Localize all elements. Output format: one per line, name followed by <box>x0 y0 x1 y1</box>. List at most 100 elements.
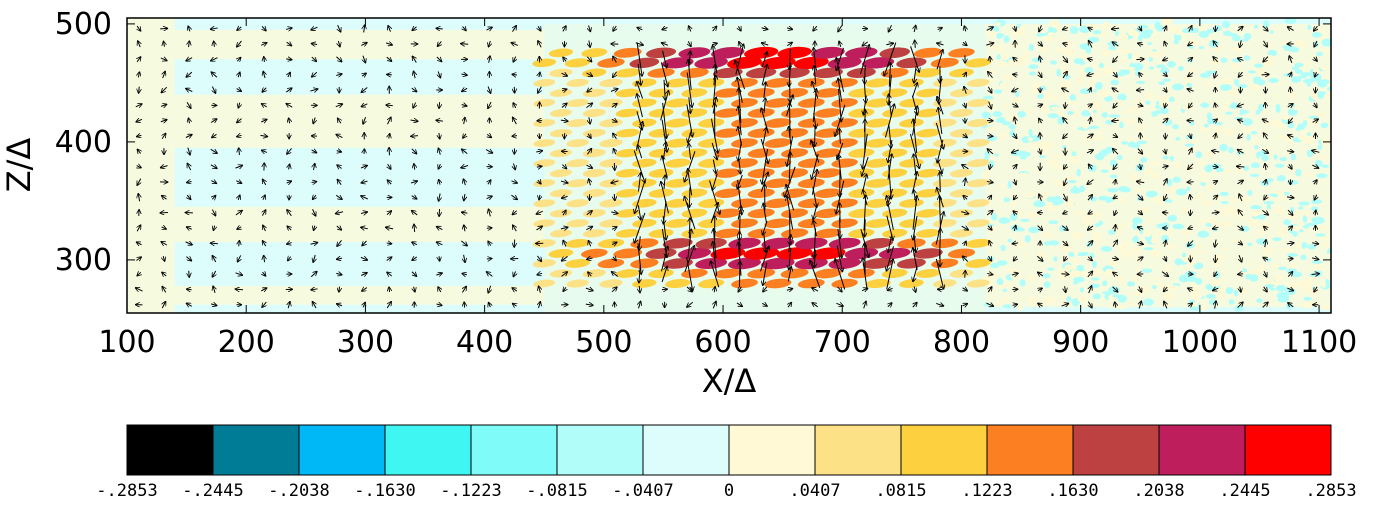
noise-speck <box>1220 57 1228 63</box>
velocity-arrow <box>361 273 367 276</box>
contour-blob <box>533 199 556 208</box>
velocity-arrow <box>237 57 240 61</box>
x-tick-label: 100 <box>98 325 155 360</box>
velocity-arrow <box>511 194 517 199</box>
contour-blob <box>714 108 742 118</box>
velocity-arrow <box>213 286 215 293</box>
contour-blob <box>966 179 990 188</box>
velocity-arrow <box>235 273 242 276</box>
velocity-arrow <box>610 89 618 92</box>
noise-speck <box>1228 299 1235 305</box>
velocity-arrow <box>237 255 240 262</box>
contour-blob <box>615 168 640 178</box>
contour-blob <box>566 199 589 208</box>
colorbar-swatch <box>126 424 214 476</box>
noise-speck <box>1119 121 1124 129</box>
contour-blob <box>932 178 957 188</box>
noise-speck <box>1027 296 1038 305</box>
contour-blob <box>914 68 942 78</box>
velocity-arrow <box>463 179 465 186</box>
velocity-arrow <box>689 51 690 68</box>
noise-speck <box>1005 115 1014 122</box>
noise-speck <box>1126 118 1137 124</box>
noise-speck <box>1000 297 1011 301</box>
noise-speck <box>1243 215 1254 220</box>
velocity-arrow <box>236 181 242 184</box>
velocity-arrow <box>763 286 767 292</box>
colorbar-label: 0 <box>724 481 734 501</box>
noise-speck <box>1272 237 1282 242</box>
velocity-arrow <box>462 273 467 274</box>
noise-speck <box>1264 284 1275 288</box>
velocity-arrow <box>786 28 792 30</box>
contour-blob <box>865 78 891 88</box>
contour-blob <box>776 247 813 260</box>
noise-speck <box>1315 233 1326 237</box>
noise-speck <box>1213 25 1222 32</box>
velocity-arrow <box>137 166 142 168</box>
velocity-arrow <box>585 304 593 305</box>
noise-speck <box>1180 33 1186 40</box>
noise-speck <box>1286 214 1292 218</box>
contour-blob <box>599 158 623 168</box>
velocity-arrow <box>336 273 342 274</box>
velocity-arrow <box>536 166 542 167</box>
noise-speck <box>1237 84 1248 89</box>
colorbar: -.2853 -.2445 -.2038 -.1630 -.1223 -.0815 -.04… <box>96 424 1357 501</box>
noise-speck <box>1239 108 1245 116</box>
noise-speck <box>1250 131 1258 135</box>
noise-speck <box>995 117 1008 124</box>
contour-blob <box>580 248 608 259</box>
noise-speck <box>1092 109 1098 113</box>
velocity-arrow <box>185 134 192 137</box>
contour-blob <box>882 208 908 218</box>
contour-blob <box>899 279 924 288</box>
velocity-arrow <box>361 87 368 92</box>
noise-speck <box>1142 29 1154 35</box>
noise-speck <box>1148 161 1161 166</box>
velocity-arrow <box>262 88 266 92</box>
noise-speck <box>1310 199 1323 204</box>
noise-speck <box>1305 172 1316 177</box>
noise-speck <box>1097 195 1109 201</box>
velocity-arrow <box>613 25 616 31</box>
noise-speck <box>1039 141 1051 150</box>
contour-blob <box>915 108 941 118</box>
velocity-arrow <box>439 256 440 261</box>
noise-speck <box>1256 298 1263 303</box>
velocity-arrow <box>360 165 367 168</box>
colorbar-swatch <box>728 424 816 476</box>
contour-blob <box>615 269 640 278</box>
velocity-arrow <box>162 133 166 140</box>
noise-speck <box>1017 306 1023 311</box>
noise-speck <box>1223 101 1232 107</box>
contour-blob <box>747 268 776 279</box>
noise-speck <box>1222 247 1228 252</box>
velocity-arrow <box>462 88 468 91</box>
noise-speck <box>1143 298 1154 306</box>
velocity-arrow <box>386 257 392 260</box>
noise-speck <box>1303 61 1313 66</box>
velocity-arrow <box>338 24 341 32</box>
velocity-arrow <box>488 86 491 94</box>
contour-blob <box>915 208 941 218</box>
velocity-arrow <box>814 66 816 84</box>
velocity-arrow <box>262 241 265 247</box>
velocity-arrow <box>186 303 192 306</box>
contour-blob <box>764 198 792 209</box>
velocity-arrow <box>312 301 316 309</box>
noise-speck <box>996 260 1008 266</box>
velocity-arrow <box>611 181 619 183</box>
noise-speck <box>1184 74 1193 82</box>
contour-blob <box>662 258 693 269</box>
noise-speck <box>1069 94 1077 102</box>
contour-blob <box>698 218 725 228</box>
velocity-arrow <box>784 166 796 197</box>
noise-speck <box>1008 59 1014 65</box>
velocity-arrow <box>737 77 743 103</box>
noise-speck <box>1102 280 1108 287</box>
velocity-arrow <box>512 74 518 75</box>
noise-speck <box>1263 247 1273 254</box>
velocity-arrow <box>263 195 265 200</box>
noise-speck <box>1324 92 1331 100</box>
